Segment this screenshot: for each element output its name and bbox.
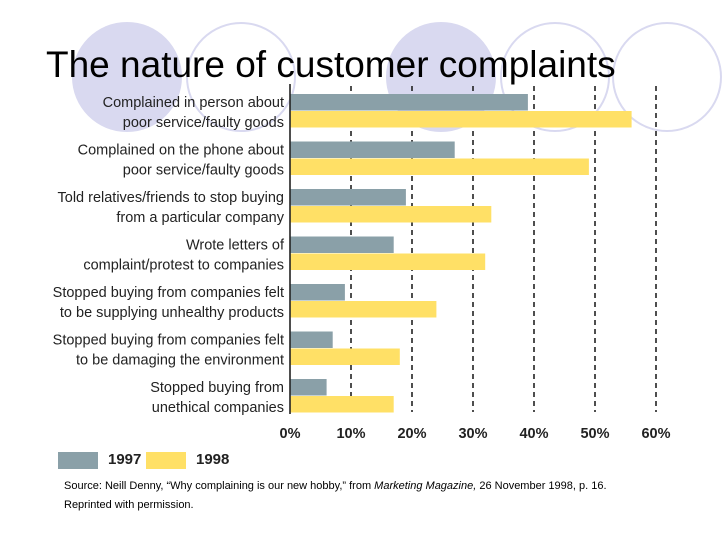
category-label-0-1: poor service/faulty goods (123, 115, 284, 131)
chart-legend: 1997 1998 (50, 450, 670, 472)
category-label-3-0: Wrote letters of (186, 238, 285, 254)
category-label-5-1: to be damaging the environment (76, 353, 284, 369)
bar-1997-2 (290, 189, 406, 206)
bar-1997-0 (290, 94, 528, 111)
bar-1998-0 (290, 111, 632, 128)
bar-1998-6 (290, 396, 394, 413)
bar-1998-4 (290, 301, 437, 318)
legend-swatch-1997 (58, 452, 98, 469)
category-label-0-0: Complained in person about (103, 95, 284, 111)
slide-title: The nature of customer complaints (46, 44, 616, 85)
category-label-5-0: Stopped buying from companies felt (53, 333, 284, 349)
bar-1998-5 (290, 348, 400, 365)
category-label-3-1: complaint/protest to companies (83, 258, 284, 274)
source-publication: Marketing Magazine, (374, 480, 477, 492)
tick-label-3: 30% (458, 426, 487, 442)
category-label-2-0: Told relatives/friends to stop buying (58, 190, 285, 206)
decorative-ring (186, 22, 296, 132)
source-suffix: 26 November 1998, p. 16. (476, 480, 607, 492)
decorative-ring (612, 22, 722, 132)
tick-label-6: 60% (641, 426, 670, 442)
decorative-ring (500, 22, 610, 132)
category-label-4-0: Stopped buying from companies felt (53, 285, 284, 301)
category-label-1-0: Complained on the phone about (78, 143, 284, 159)
decorative-circle (72, 22, 182, 132)
bar-1998-2 (290, 206, 492, 223)
tick-label-1: 10% (336, 426, 365, 442)
tick-label-0: 0% (280, 426, 301, 442)
category-label-2-1: from a particular company (116, 210, 284, 226)
bar-1997-4 (290, 284, 345, 301)
tick-label-2: 20% (397, 426, 426, 442)
bar-1997-3 (290, 236, 394, 253)
source-prefix: Source: Neill Denny, “Why complaining is… (64, 480, 375, 492)
bar-1997-5 (290, 331, 333, 348)
bar-1997-1 (290, 141, 455, 158)
category-label-6-1: unethical companies (152, 400, 284, 416)
legend-swatch-1998 (146, 452, 186, 469)
tick-label-5: 50% (580, 426, 609, 442)
legend-label-1997: 1997 (108, 451, 142, 468)
bar-1998-3 (290, 253, 486, 270)
category-label-4-1: to be supplying unhealthy products (60, 305, 284, 321)
category-label-1-1: poor service/faulty goods (123, 163, 284, 179)
bar-1997-6 (290, 379, 327, 396)
tick-label-4: 40% (519, 426, 548, 442)
category-label-6-0: Stopped buying from (150, 380, 284, 396)
bar-1998-1 (290, 158, 589, 175)
source-line2: Reprinted with permission. (64, 499, 194, 511)
source-citation: Source: Neill Denny, “Why complaining is… (64, 477, 704, 515)
legend-label-1998: 1998 (196, 451, 230, 468)
